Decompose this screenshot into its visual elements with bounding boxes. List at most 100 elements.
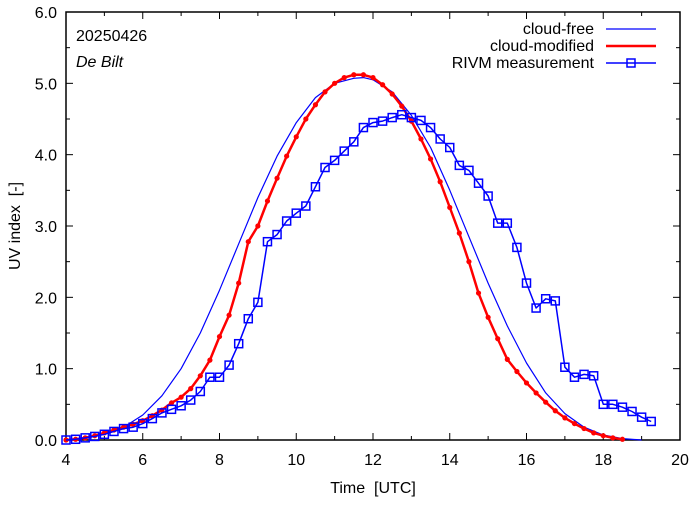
y-tick-label: 3.0 bbox=[35, 219, 57, 236]
data-point-rivm-measurement bbox=[588, 371, 599, 381]
legend-label-cloud-modified: cloud-modified bbox=[490, 38, 594, 55]
data-point-cloud-modified bbox=[610, 435, 616, 441]
data-point-cloud-modified bbox=[619, 436, 626, 442]
data-point-rivm-measurement bbox=[397, 109, 407, 120]
axis-ticks: 4 6 8 10 12 14 16 18 20 0.0 1.0 2.0 3.0 4.0 5.0 6.0 bbox=[35, 5, 689, 469]
y-tick-label: 2.0 bbox=[35, 290, 57, 307]
y-tick-label: 4.0 bbox=[35, 148, 57, 165]
data-point-rivm-measurement bbox=[512, 242, 522, 253]
data-point-rivm-measurement bbox=[540, 294, 551, 304]
data-point-cloud-modified bbox=[600, 433, 606, 439]
data-point-rivm-measurement bbox=[233, 338, 244, 349]
data-point-rivm-measurement bbox=[243, 313, 254, 324]
data-point-cloud-modified bbox=[197, 373, 203, 379]
data-point-rivm-measurement bbox=[128, 422, 138, 432]
annotation-location: De Bilt bbox=[76, 54, 124, 71]
data-point-rivm-measurement bbox=[435, 134, 445, 144]
data-point-rivm-measurement bbox=[157, 408, 167, 418]
data-point-rivm-measurement bbox=[502, 218, 513, 228]
annotation-date: 20250426 bbox=[76, 28, 147, 45]
data-point-rivm-measurement bbox=[70, 434, 81, 445]
data-point-rivm-measurement bbox=[339, 146, 349, 156]
data-point-rivm-measurement bbox=[445, 142, 455, 153]
data-point-cloud-modified bbox=[322, 89, 328, 95]
data-point-rivm-measurement bbox=[531, 303, 541, 313]
data-point-cloud-modified bbox=[178, 394, 184, 400]
data-point-rivm-measurement bbox=[253, 297, 263, 308]
data-point-cloud-modified bbox=[591, 430, 597, 436]
legend: cloud-free cloud-modified RIVM measureme… bbox=[452, 21, 656, 72]
data-point-rivm-measurement bbox=[185, 395, 196, 405]
data-point-cloud-modified bbox=[226, 312, 232, 318]
data-point-cloud-modified bbox=[303, 116, 309, 122]
x-tick-label: 16 bbox=[518, 452, 536, 469]
data-point-cloud-modified bbox=[245, 239, 251, 245]
data-point-cloud-modified bbox=[399, 103, 405, 109]
data-point-rivm-measurement bbox=[368, 117, 378, 128]
data-point-rivm-measurement bbox=[61, 435, 71, 445]
legend-marker-rivm-measurement bbox=[626, 58, 636, 68]
data-point-rivm-measurement bbox=[320, 162, 330, 173]
data-point-cloud-modified bbox=[236, 280, 242, 286]
data-point-rivm-measurement bbox=[147, 413, 158, 424]
legend-label-cloud-free: cloud-free bbox=[523, 21, 594, 38]
data-point-cloud-modified bbox=[475, 290, 482, 296]
data-point-rivm-measurement bbox=[569, 372, 580, 382]
data-point-cloud-modified bbox=[389, 91, 395, 97]
data-point-rivm-measurement bbox=[310, 182, 321, 192]
data-point-cloud-modified bbox=[216, 333, 223, 340]
data-point-rivm-measurement bbox=[464, 165, 474, 176]
data-point-cloud-modified bbox=[293, 134, 299, 140]
data-point-cloud-modified bbox=[562, 415, 568, 421]
data-point-cloud-modified bbox=[504, 356, 510, 362]
data-point-rivm-measurement bbox=[550, 296, 561, 306]
data-point-rivm-measurement bbox=[617, 402, 628, 412]
series-line-rivm-measurement bbox=[65, 113, 652, 441]
data-point-rivm-measurement bbox=[377, 116, 388, 126]
data-point-rivm-measurement bbox=[454, 160, 465, 171]
data-point-cloud-modified bbox=[379, 82, 386, 88]
data-point-rivm-measurement bbox=[349, 137, 359, 147]
y-axis-label: UV index [-] bbox=[7, 182, 24, 270]
data-point-cloud-modified bbox=[341, 75, 347, 81]
x-tick-label: 10 bbox=[287, 452, 305, 469]
data-point-rivm-measurement bbox=[329, 155, 340, 166]
data-point-rivm-measurement bbox=[406, 112, 417, 123]
x-tick-label: 12 bbox=[364, 452, 382, 469]
data-point-rivm-measurement bbox=[291, 208, 301, 218]
data-point-rivm-measurement bbox=[224, 360, 234, 370]
data-point-cloud-modified bbox=[284, 153, 290, 159]
data-point-rivm-measurement bbox=[492, 218, 503, 228]
data-point-rivm-measurement bbox=[473, 178, 484, 188]
data-point-rivm-measurement bbox=[560, 362, 570, 372]
legend-label-rivm-measurement: RIVM measurement bbox=[452, 55, 595, 72]
x-tick-label: 8 bbox=[215, 452, 224, 469]
series-line-cloud-modified bbox=[65, 73, 623, 442]
x-tick-label: 18 bbox=[594, 452, 612, 469]
data-point-cloud-modified bbox=[312, 102, 319, 108]
data-point-cloud-modified bbox=[571, 420, 578, 427]
data-point-rivm-measurement bbox=[425, 122, 436, 133]
data-point-rivm-measurement bbox=[636, 412, 647, 422]
data-point-cloud-modified bbox=[466, 259, 472, 265]
data-point-cloud-modified bbox=[370, 75, 376, 81]
data-point-rivm-measurement bbox=[358, 122, 369, 133]
data-point-rivm-measurement bbox=[598, 399, 608, 410]
data-point-cloud-modified bbox=[543, 399, 549, 405]
data-point-cloud-modified bbox=[188, 386, 194, 392]
data-point-rivm-measurement bbox=[195, 386, 206, 397]
data-point-rivm-measurement bbox=[627, 406, 637, 417]
data-point-rivm-measurement bbox=[521, 278, 532, 288]
x-tick-label: 4 bbox=[62, 452, 71, 469]
data-point-rivm-measurement bbox=[579, 369, 589, 380]
data-point-cloud-modified bbox=[552, 408, 558, 414]
data-point-rivm-measurement bbox=[272, 229, 282, 240]
data-point-cloud-modified bbox=[523, 380, 530, 386]
data-point-cloud-modified bbox=[514, 368, 520, 375]
data-point-rivm-measurement bbox=[205, 372, 215, 382]
data-point-cloud-modified bbox=[495, 336, 501, 342]
data-point-rivm-measurement bbox=[176, 401, 186, 411]
data-point-rivm-measurement bbox=[416, 115, 426, 126]
data-point-rivm-measurement bbox=[646, 416, 656, 427]
